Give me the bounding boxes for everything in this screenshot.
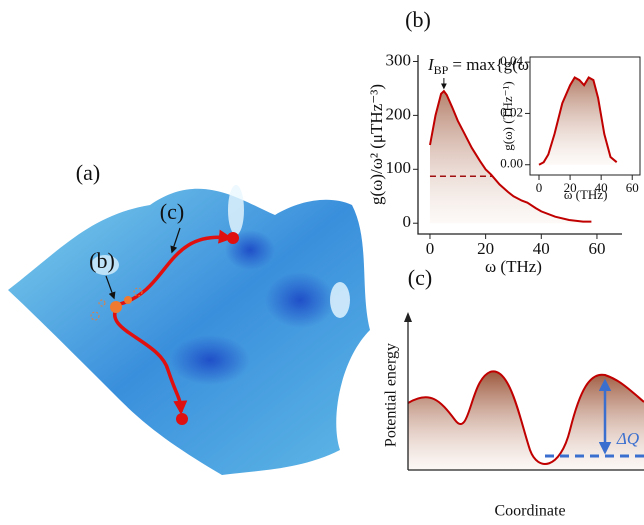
x-tick-label: 20	[477, 239, 494, 258]
annotation-subscript: BP	[434, 63, 449, 77]
x-tick-label: 40	[533, 239, 550, 258]
x-axis-label: ω (THz)	[564, 187, 608, 202]
y-axis-label: g(ω) (THz⁻¹)	[500, 81, 515, 150]
highlight	[228, 185, 244, 235]
y-axis-label: Potential energy	[383, 343, 400, 447]
particle	[110, 301, 122, 313]
y-tick-label: 100	[386, 158, 412, 177]
schematic: ΔQ Coordinate Potential energy	[383, 312, 644, 520]
surface	[8, 189, 370, 475]
particle	[124, 296, 132, 304]
x-tick-label: 60	[588, 239, 605, 258]
x-axis-label: Coordinate	[494, 503, 565, 520]
y-tick-label: 300	[386, 50, 412, 69]
x-tick-label: 0	[536, 180, 543, 195]
y-tick-label: 0.04	[500, 53, 523, 68]
panel-label: (a)	[76, 160, 100, 185]
y-axis-label: g(ω)/ω² (μTHz⁻³)	[367, 84, 386, 205]
axis-arrow	[404, 312, 412, 322]
y-tick-label: 200	[386, 104, 412, 123]
highlight	[330, 282, 350, 318]
panel-label: (b)	[405, 7, 431, 32]
delta-label: ΔQ	[616, 429, 639, 448]
landscape-label: (b)	[89, 248, 115, 273]
panel-label: (c)	[408, 265, 432, 290]
minimum	[227, 232, 239, 244]
landscape-label: (c)	[160, 199, 184, 224]
x-axis-label: ω (THz)	[485, 257, 542, 276]
y-tick-label: 0.00	[500, 156, 523, 171]
y-tick-label: 0	[403, 212, 412, 231]
landscape: (a) (b) (c)	[8, 160, 370, 475]
minimum	[176, 413, 188, 425]
x-tick-label: 60	[626, 180, 639, 195]
basin	[265, 272, 335, 328]
basin	[170, 335, 250, 385]
x-tick-label: 0	[426, 239, 435, 258]
figure: (a) (b) (c) (b) (c) ΔQ Coordinate Potent…	[0, 0, 644, 525]
